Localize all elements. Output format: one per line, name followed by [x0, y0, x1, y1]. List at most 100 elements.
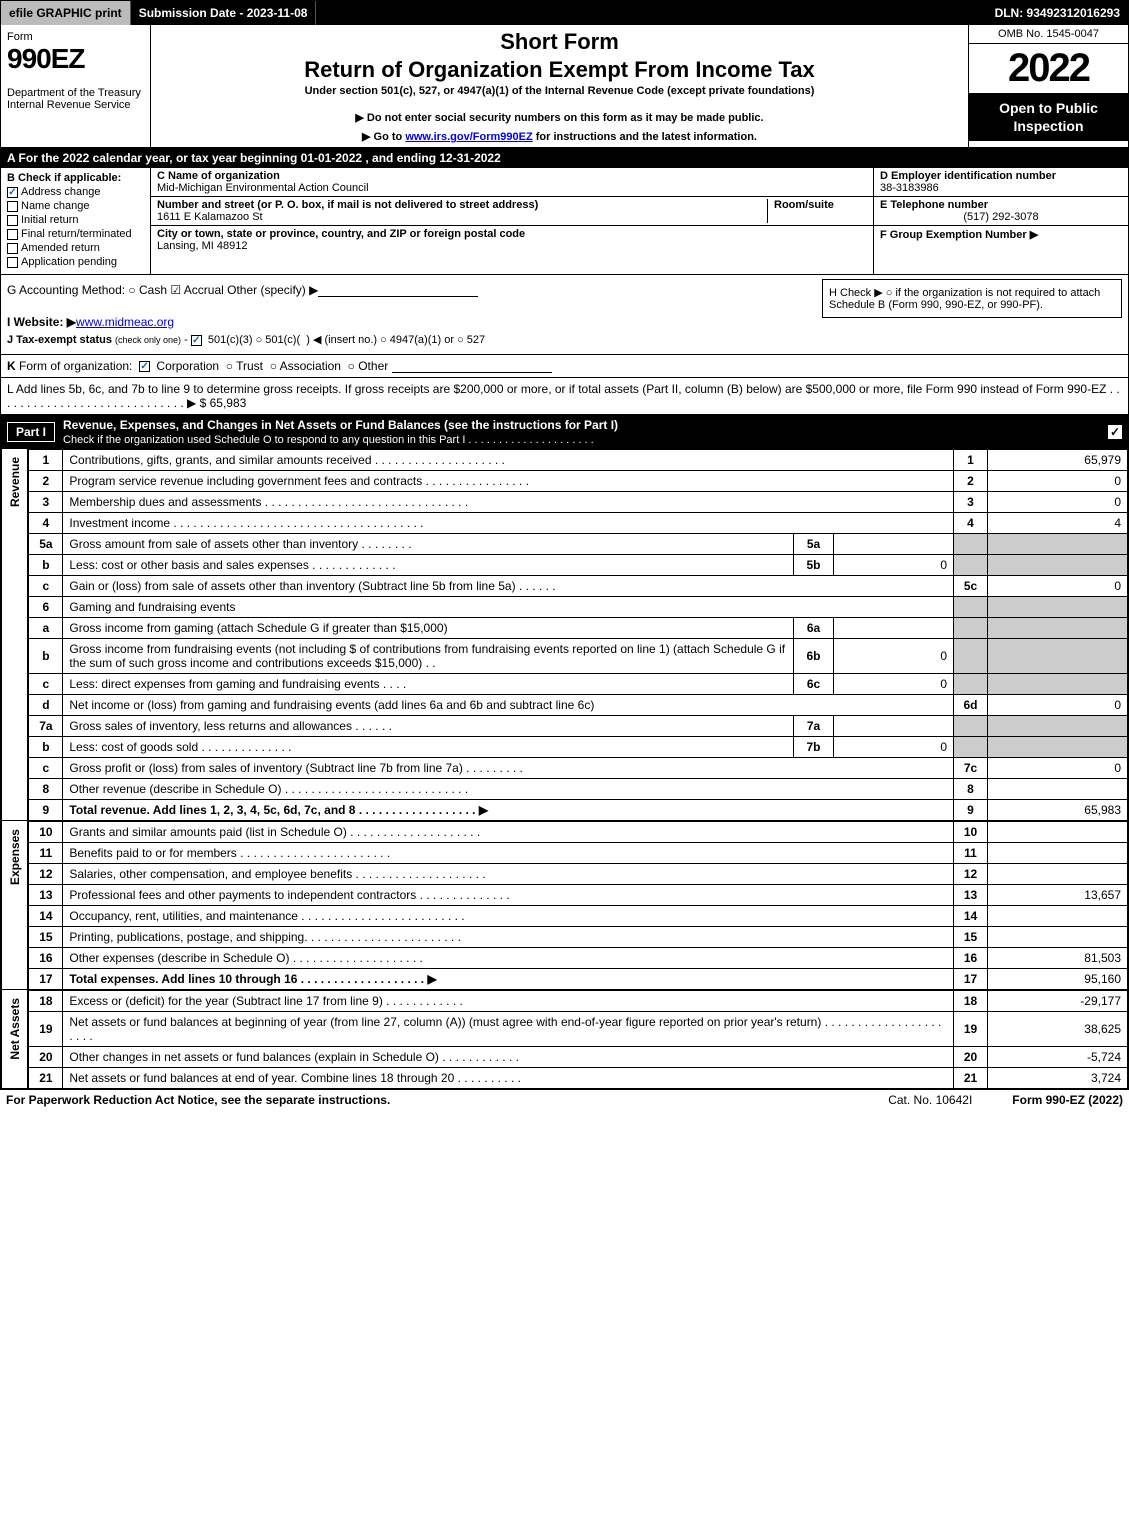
- shade-cell: [988, 597, 1128, 618]
- form-header: Form 990EZ Department of the Treasury In…: [1, 25, 1128, 148]
- revenue-side-label: Revenue: [1, 449, 28, 821]
- shade-cell: [954, 618, 988, 639]
- org-name-caption: C Name of organization: [157, 170, 867, 182]
- chk-final-return[interactable]: Final return/terminated: [7, 228, 144, 240]
- part-1-header: Part I Revenue, Expenses, and Changes in…: [1, 415, 1128, 449]
- room-suite-caption: Room/suite: [774, 199, 867, 211]
- chk-name-change[interactable]: Name change: [7, 200, 144, 212]
- sub-amount: 0: [834, 639, 954, 674]
- revenue-rot-text: Revenue: [6, 449, 24, 515]
- line-num: c: [29, 576, 63, 597]
- line-amount: 13,657: [988, 885, 1128, 906]
- line-ref: 10: [954, 822, 988, 843]
- chk-text: Final return/terminated: [21, 228, 132, 240]
- website-link[interactable]: www.midmeac.org: [76, 315, 174, 329]
- line-ref: 21: [954, 1068, 988, 1089]
- checkbox-icon: [7, 243, 18, 254]
- topbar: efile GRAPHIC print Submission Date - 20…: [1, 1, 1128, 25]
- org-address-row: Number and street (or P. O. box, if mail…: [151, 197, 873, 226]
- l-text: L Add lines 5b, 6c, and 7b to line 9 to …: [7, 382, 1120, 410]
- org-addr-caption: Number and street (or P. O. box, if mail…: [157, 199, 767, 211]
- shade-cell: [988, 555, 1128, 576]
- table-row: bLess: cost or other basis and sales exp…: [29, 555, 1128, 576]
- line-num: 21: [29, 1068, 63, 1089]
- line-num: a: [29, 618, 63, 639]
- table-row: 16Other expenses (describe in Schedule O…: [29, 948, 1128, 969]
- netassets-side-label: Net Assets: [1, 990, 28, 1089]
- efile-print-button[interactable]: efile GRAPHIC print: [1, 1, 131, 25]
- line-ref: 18: [954, 991, 988, 1012]
- line-desc: Benefits paid to or for members . . . . …: [63, 843, 954, 864]
- line-amount: 0: [988, 576, 1128, 597]
- line-desc: Other changes in net assets or fund bala…: [63, 1047, 954, 1068]
- expenses-table: 10Grants and similar amounts paid (list …: [28, 821, 1128, 990]
- table-row: 4Investment income . . . . . . . . . . .…: [29, 513, 1128, 534]
- chk-application-pending[interactable]: Application pending: [7, 256, 144, 268]
- table-row: 8Other revenue (describe in Schedule O) …: [29, 779, 1128, 800]
- goto-note: ▶ Go to www.irs.gov/Form990EZ for instru…: [159, 130, 960, 143]
- chk-text: Name change: [21, 200, 90, 212]
- goto-post: for instructions and the latest informat…: [533, 131, 757, 143]
- line-num: 7a: [29, 716, 63, 737]
- line-ref: 1: [954, 450, 988, 471]
- line-num: 1: [29, 450, 63, 471]
- line-num: 15: [29, 927, 63, 948]
- table-row: 13Professional fees and other payments t…: [29, 885, 1128, 906]
- org-addr-value: 1611 E Kalamazoo St: [157, 211, 767, 223]
- line-amount: 0: [988, 471, 1128, 492]
- chk-amended-return[interactable]: Amended return: [7, 242, 144, 254]
- table-row: dNet income or (loss) from gaming and fu…: [29, 695, 1128, 716]
- chk-address-change[interactable]: Address change: [7, 186, 144, 198]
- revenue-table: 1Contributions, gifts, grants, and simil…: [28, 449, 1128, 821]
- chk-initial-return[interactable]: Initial return: [7, 214, 144, 226]
- dln-label: DLN: 93492312016293: [987, 1, 1128, 25]
- group-exemption-caption: F Group Exemption Number ▶: [880, 228, 1122, 241]
- row-a-tax-year: A For the 2022 calendar year, or tax yea…: [1, 148, 1128, 168]
- form-name-footer: Form 990-EZ (2022): [1012, 1093, 1123, 1107]
- chk-text: Address change: [21, 186, 101, 198]
- line-num: 3: [29, 492, 63, 513]
- line-ref: 15: [954, 927, 988, 948]
- shade-cell: [988, 674, 1128, 695]
- sub-amount: 0: [834, 674, 954, 695]
- table-row: bLess: cost of goods sold . . . . . . . …: [29, 737, 1128, 758]
- line-ref: 20: [954, 1047, 988, 1068]
- table-row: 20Other changes in net assets or fund ba…: [29, 1047, 1128, 1068]
- line-ref: 2: [954, 471, 988, 492]
- shade-cell: [988, 534, 1128, 555]
- line-desc: Gross income from gaming (attach Schedul…: [63, 618, 794, 639]
- paperwork-notice: For Paperwork Reduction Act Notice, see …: [6, 1093, 390, 1107]
- line-num: 19: [29, 1012, 63, 1047]
- shade-cell: [988, 618, 1128, 639]
- header-left: Form 990EZ Department of the Treasury In…: [1, 25, 151, 147]
- schedule-o-checkbox[interactable]: ✓: [1108, 425, 1122, 439]
- line-desc: Contributions, gifts, grants, and simila…: [63, 450, 954, 471]
- checkbox-icon: [7, 229, 18, 240]
- website-label: I Website: ▶: [7, 315, 76, 329]
- table-row: 5aGross amount from sale of assets other…: [29, 534, 1128, 555]
- shade-cell: [988, 639, 1128, 674]
- table-row: 17Total expenses. Add lines 10 through 1…: [29, 969, 1128, 990]
- table-row: 11Benefits paid to or for members . . . …: [29, 843, 1128, 864]
- table-row: cGross profit or (loss) from sales of in…: [29, 758, 1128, 779]
- line-num: 5a: [29, 534, 63, 555]
- irs-link[interactable]: www.irs.gov/Form990EZ: [405, 131, 532, 143]
- section-ghij: H Check ▶ ○ if the organization is not r…: [1, 275, 1128, 355]
- line-desc: Less: direct expenses from gaming and fu…: [63, 674, 794, 695]
- shade-cell: [954, 639, 988, 674]
- line-num: 18: [29, 991, 63, 1012]
- line-desc: Membership dues and assessments . . . . …: [63, 492, 954, 513]
- line-desc: Total expenses. Add lines 10 through 16 …: [63, 969, 954, 990]
- section-h-box: H Check ▶ ○ if the organization is not r…: [822, 279, 1122, 318]
- table-row: 2Program service revenue including gover…: [29, 471, 1128, 492]
- line-desc: Occupancy, rent, utilities, and maintena…: [63, 906, 954, 927]
- sub-ref: 6a: [794, 618, 834, 639]
- table-row: bGross income from fundraising events (n…: [29, 639, 1128, 674]
- line-amount: 0: [988, 695, 1128, 716]
- section-c-org-info: C Name of organization Mid-Michigan Envi…: [151, 168, 873, 274]
- org-city-value: Lansing, MI 48912: [157, 240, 867, 252]
- line-ref: 6d: [954, 695, 988, 716]
- org-name-row: C Name of organization Mid-Michigan Envi…: [151, 168, 873, 197]
- line-num: 8: [29, 779, 63, 800]
- sub-ref: 5b: [794, 555, 834, 576]
